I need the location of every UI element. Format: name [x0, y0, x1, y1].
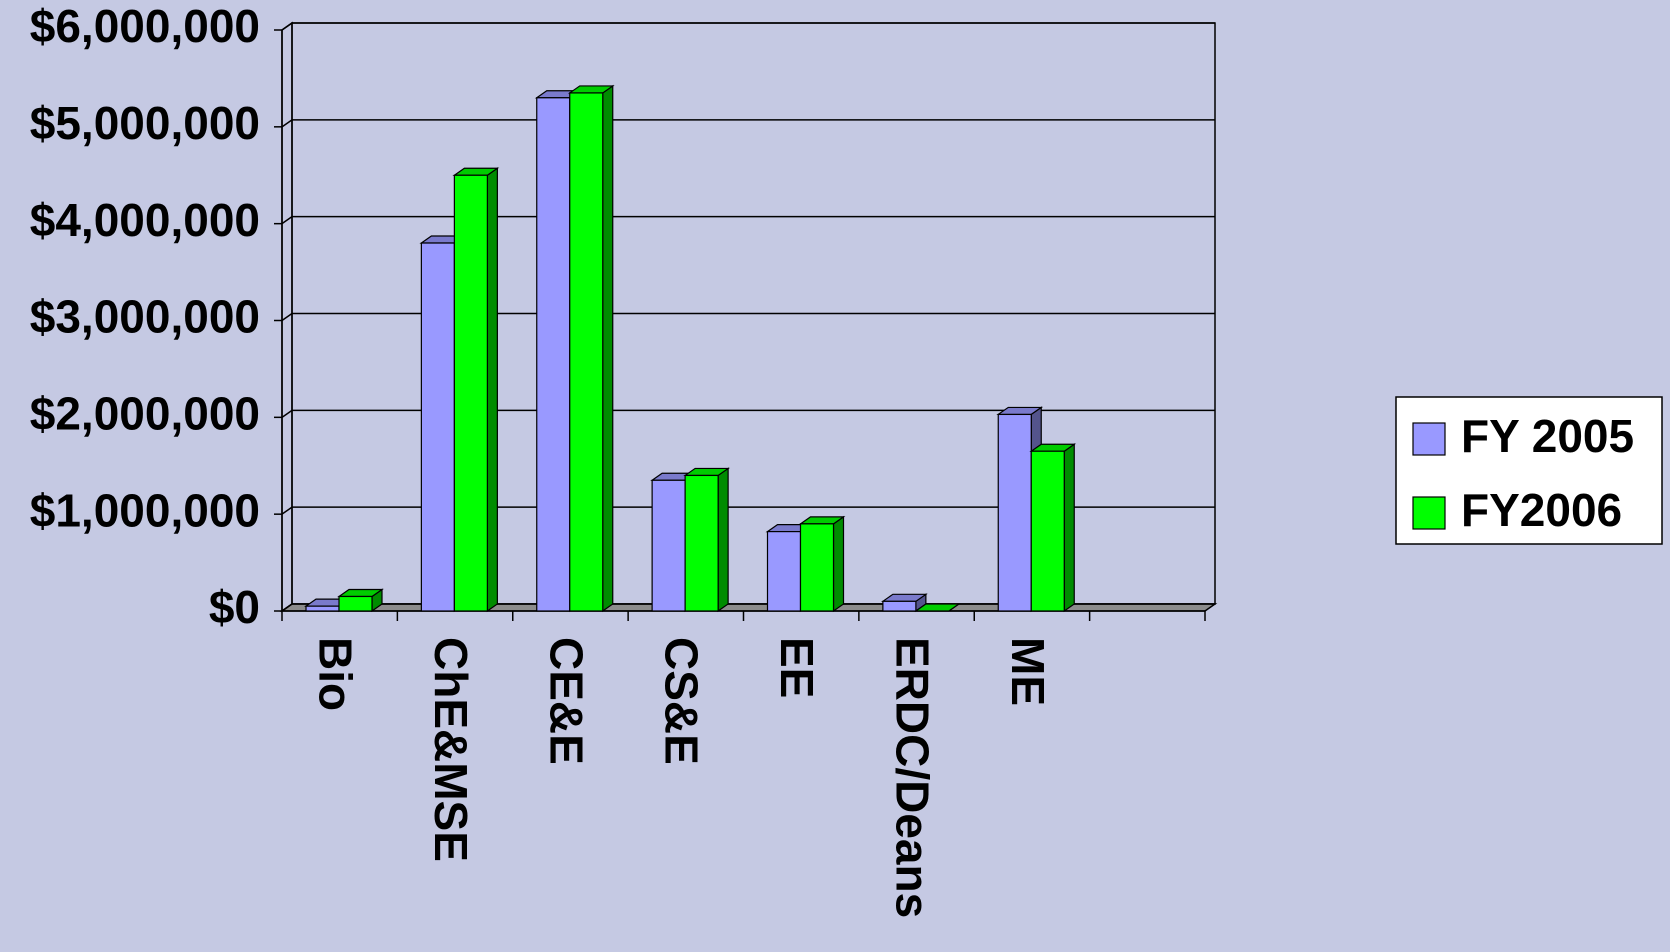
bar — [1030, 450, 1065, 612]
y-tick-label: $4,000,000 — [30, 194, 260, 246]
x-tick-label: ME — [1002, 637, 1054, 706]
grid-line — [281, 312, 1215, 322]
x-tick-label: ChE&MSE — [425, 637, 477, 862]
x-tick-label: Bio — [310, 637, 362, 711]
bar — [684, 474, 719, 612]
y-tick-label: $6,000,000 — [30, 0, 260, 52]
y-tick-label: $5,000,000 — [30, 97, 260, 149]
grid-line — [281, 22, 1215, 31]
bar-side — [602, 84, 614, 613]
bar — [420, 242, 455, 612]
grid-line — [281, 119, 1215, 128]
bar — [453, 174, 488, 612]
y-tick-label: $2,000,000 — [30, 387, 260, 439]
grid-line — [281, 215, 1215, 225]
bar-top — [913, 603, 961, 612]
grid-line — [281, 409, 1215, 418]
bar — [997, 413, 1032, 612]
x-tick-label: CE&E — [540, 637, 592, 765]
bar — [305, 605, 340, 612]
grid-line — [281, 506, 1215, 515]
bar-side — [717, 467, 729, 613]
x-tick-label: ERDC/Deans — [886, 637, 938, 918]
bar — [799, 523, 835, 612]
bar — [536, 97, 571, 612]
bar — [569, 92, 604, 612]
legend-swatch — [1412, 496, 1446, 530]
bar-side — [486, 167, 498, 613]
bar-side — [1063, 443, 1075, 613]
legend-label: FY2006 — [1461, 484, 1622, 536]
bar-side — [832, 515, 845, 613]
y-tick-label: $3,000,000 — [30, 291, 260, 343]
y-tick-label: $0 — [209, 581, 260, 633]
bar — [651, 479, 686, 612]
x-tick-label: CS&E — [656, 637, 708, 765]
x-tick-label: EE — [771, 637, 823, 698]
bar — [882, 600, 917, 612]
legend-label: FY 2005 — [1461, 410, 1634, 462]
bar — [338, 595, 373, 612]
legend-swatch — [1412, 422, 1446, 456]
y-tick-label: $1,000,000 — [30, 484, 260, 536]
bar — [766, 530, 802, 612]
